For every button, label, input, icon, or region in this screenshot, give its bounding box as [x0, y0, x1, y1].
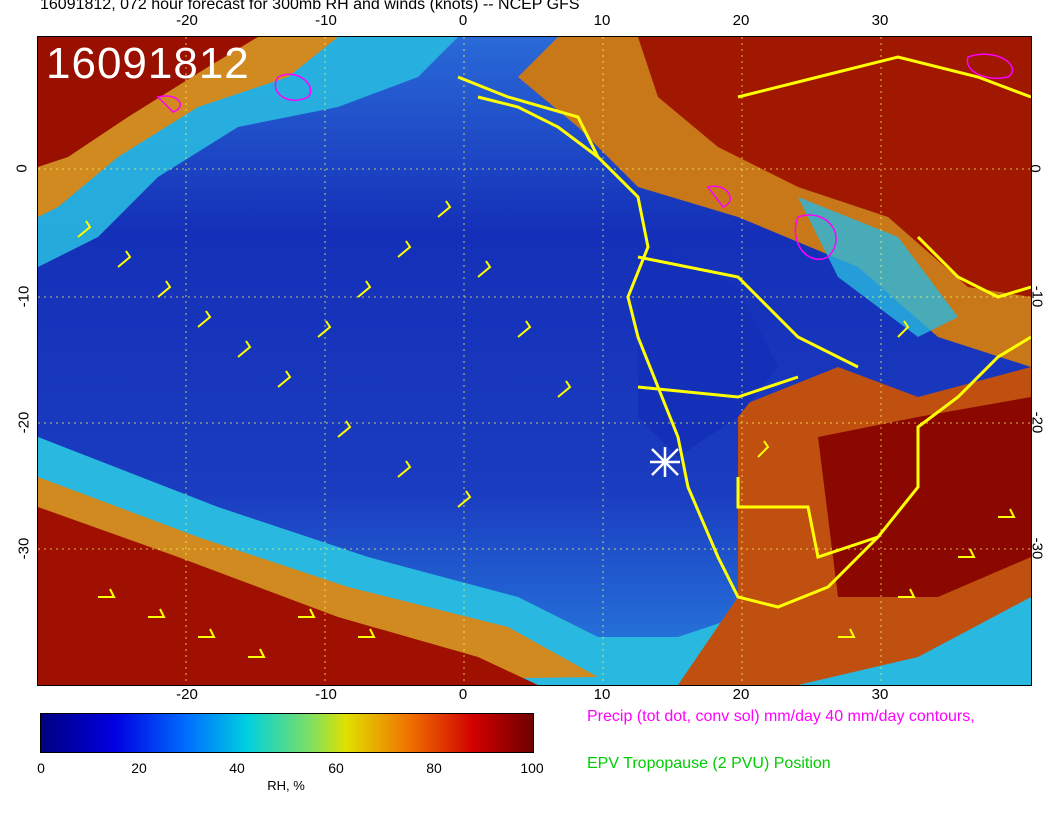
lon-tick-top: 0: [458, 12, 468, 29]
lat-tick-left: 0: [13, 164, 31, 173]
colorbar-tick: 100: [520, 760, 544, 776]
lat-tick-right: -20: [1028, 411, 1046, 434]
map-title: 16091812, 072 hour forecast for 300mb RH…: [40, 0, 580, 13]
rh-colorbar: [40, 713, 534, 753]
lat-tick-left: -20: [15, 411, 33, 434]
lon-tick-bottom: -10: [315, 686, 337, 703]
lon-tick-top: -10: [315, 12, 337, 29]
lon-tick-bottom: -20: [176, 686, 198, 703]
lon-tick-top: 20: [732, 12, 750, 29]
colorbar-tick: 0: [37, 760, 45, 776]
lon-tick-bottom: 10: [593, 686, 611, 703]
wind-barbs: [77, 200, 1016, 658]
lon-tick-bottom: 30: [871, 686, 889, 703]
lat-tick-right: -30: [1028, 537, 1046, 560]
lat-tick-right: 0: [1026, 164, 1044, 173]
position-marker: [650, 447, 680, 477]
epv-legend: EPV Tropopause (2 PVU) Position: [587, 755, 831, 772]
lat-tick-right: -10: [1028, 285, 1046, 308]
lon-tick-bottom: 20: [732, 686, 750, 703]
lon-tick-bottom: 0: [458, 686, 468, 703]
rh-wind-map: 16091812: [37, 36, 1032, 686]
precip-legend: Precip (tot dot, conv sol) mm/day 40 mm/…: [587, 708, 975, 725]
lat-tick-left: -30: [15, 537, 33, 560]
coastlines: [457, 55, 1031, 609]
lat-tick-left: -10: [15, 285, 33, 308]
colorbar-tick: 40: [229, 760, 245, 776]
colorbar-tick: 20: [131, 760, 147, 776]
lon-tick-top: 10: [593, 12, 611, 29]
colorbar-tick: 60: [328, 760, 344, 776]
colorbar-unit: RH, %: [267, 778, 305, 793]
lon-tick-top: 30: [871, 12, 889, 29]
map-date-stamp: 16091812: [46, 39, 250, 88]
colorbar-tick: 80: [426, 760, 442, 776]
lon-tick-top: -20: [176, 12, 198, 29]
precip-contours: [156, 53, 1014, 260]
